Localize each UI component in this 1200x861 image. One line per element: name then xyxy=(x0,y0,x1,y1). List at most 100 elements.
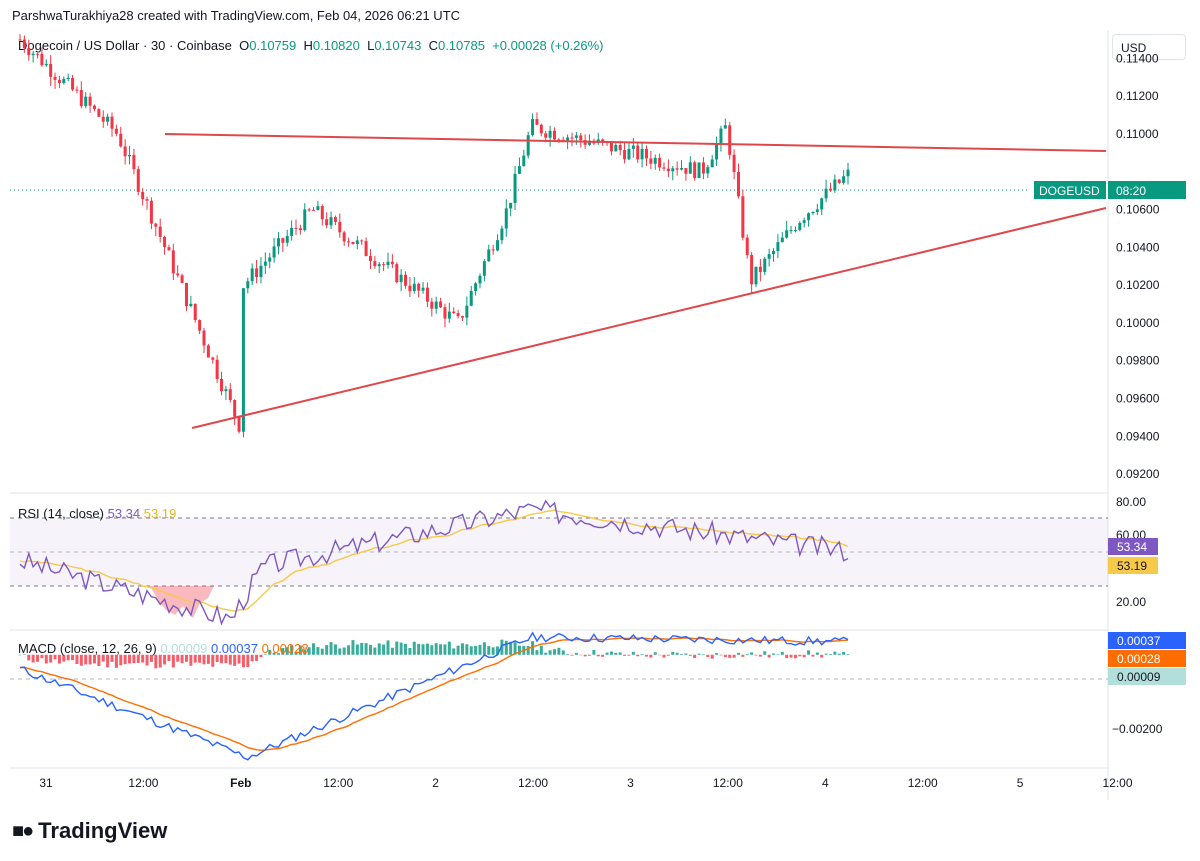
candle-body xyxy=(57,79,61,83)
macd-hist-bar xyxy=(649,654,653,658)
macd-hist-bar xyxy=(167,654,171,662)
candle-body xyxy=(500,228,504,241)
macd-hist-bar xyxy=(92,654,96,664)
macd-hist-bar xyxy=(163,654,167,665)
macd-hist-bar xyxy=(246,654,250,667)
candle-body xyxy=(482,261,486,276)
candle-body xyxy=(167,247,171,251)
price-axis[interactable]: 0.11400 0.11200 0.11000 0.10600 0.10400 0.102… xyxy=(1116,51,1160,481)
candle-body xyxy=(504,208,508,229)
candle-body xyxy=(807,213,811,221)
macd-hist-bar xyxy=(491,647,495,655)
candle-body xyxy=(732,154,736,172)
candlestick-series xyxy=(18,34,850,438)
candle-body xyxy=(802,220,806,223)
time-axis[interactable]: 31 12:00 Feb 12:00 2 12:00 3 12:00 4 12:00 5 12:00 xyxy=(39,776,1133,790)
candle-body xyxy=(408,285,412,292)
candle-body xyxy=(88,96,92,106)
macd-hist-bar xyxy=(833,651,837,655)
macd-hist-bar xyxy=(526,646,530,655)
macd-hist-bar xyxy=(767,654,771,658)
candle-body xyxy=(618,145,622,151)
candle-body xyxy=(478,275,482,284)
macd-hist-bar xyxy=(36,654,40,662)
macd-hist-bar xyxy=(399,642,403,655)
macd-hist-bar xyxy=(789,654,793,658)
macd-hist-bar xyxy=(609,651,613,655)
macd-hist-bar xyxy=(697,653,701,655)
candle-body xyxy=(609,142,613,152)
macd-hist-bar xyxy=(211,654,215,667)
resistance-trendline[interactable] xyxy=(164,133,1107,152)
macd-hist-bar xyxy=(837,653,841,655)
macd-hist-bar xyxy=(298,645,302,655)
candle-body xyxy=(320,206,324,220)
candle-body xyxy=(496,240,500,251)
macd-hist-bar xyxy=(193,654,197,663)
candle-body xyxy=(842,176,846,183)
support-trendline[interactable] xyxy=(191,207,1107,429)
candle-body xyxy=(780,237,784,243)
time-tick: 12:00 xyxy=(128,776,158,790)
candle-body xyxy=(355,240,359,245)
candle-body xyxy=(688,162,692,174)
candle-body xyxy=(198,320,202,331)
macd-hist-bar xyxy=(88,654,92,665)
price-tick: 0.11000 xyxy=(1116,127,1159,141)
macd-hist-bar xyxy=(44,654,48,664)
candle-body xyxy=(347,241,351,243)
macd-hist-bar xyxy=(710,654,714,659)
rsi-legend-label[interactable]: RSI (14, close) xyxy=(18,506,104,521)
macd-legend-label[interactable]: MACD (close, 12, 26, 9) xyxy=(18,641,157,656)
price-tick: 0.10200 xyxy=(1116,278,1160,292)
macd-hist-bar xyxy=(325,645,329,655)
macd-hist-bar xyxy=(53,654,57,660)
macd-hist-bar xyxy=(758,654,762,657)
candle-body xyxy=(303,209,307,231)
macd-hist-bar xyxy=(18,654,22,656)
symbol-name[interactable]: Dogecoin / US Dollar · 30 · Coinbase xyxy=(18,38,232,53)
candle-body xyxy=(329,217,333,226)
candle-body xyxy=(404,274,408,286)
time-tick: 2 xyxy=(432,776,439,790)
candle-body xyxy=(202,330,206,346)
macd-hist-bar xyxy=(307,647,311,655)
candle-body xyxy=(824,188,828,199)
macd-hist-bar xyxy=(636,654,640,657)
macd-hist-bar xyxy=(820,654,824,658)
candle-body xyxy=(149,200,153,224)
currency-button[interactable]: USD xyxy=(1112,34,1186,60)
candle-body xyxy=(412,283,416,292)
macd-hist-bar xyxy=(776,654,780,655)
macd-hist-bar xyxy=(750,652,754,655)
macd-hist-bar xyxy=(592,650,596,655)
price-tick: 0.11400 xyxy=(1116,51,1159,65)
price-tick: 0.09600 xyxy=(1116,392,1160,406)
macd-hist-bar xyxy=(680,654,684,655)
rsi-band xyxy=(10,518,1108,586)
candle-body xyxy=(316,206,320,211)
candle-body xyxy=(798,222,802,230)
macd-hist-bar xyxy=(531,641,535,655)
candle-body xyxy=(53,76,57,80)
macd-hist-bar xyxy=(97,654,101,667)
macd-hist-bar xyxy=(259,654,263,658)
candle-body xyxy=(382,264,386,266)
candle-body xyxy=(662,167,666,169)
macd-hist-bar xyxy=(329,642,333,655)
macd-hist-bar xyxy=(75,654,79,665)
macd-hist-bar xyxy=(574,652,578,655)
macd-hist-bar xyxy=(662,654,666,658)
macd-line xyxy=(19,631,849,761)
tradingview-logo[interactable]: ■● TradingView xyxy=(12,818,167,844)
macd-hist-bar xyxy=(588,654,592,656)
candle-body xyxy=(640,148,644,160)
macd-hist-bar xyxy=(184,654,188,662)
macd-hist-bar xyxy=(364,643,368,655)
candle-body xyxy=(723,125,727,129)
rsi-value-badge: 53.34 xyxy=(1117,540,1147,554)
time-tick: 12:00 xyxy=(908,776,938,790)
candle-body xyxy=(233,400,237,417)
candle-body xyxy=(601,139,605,142)
